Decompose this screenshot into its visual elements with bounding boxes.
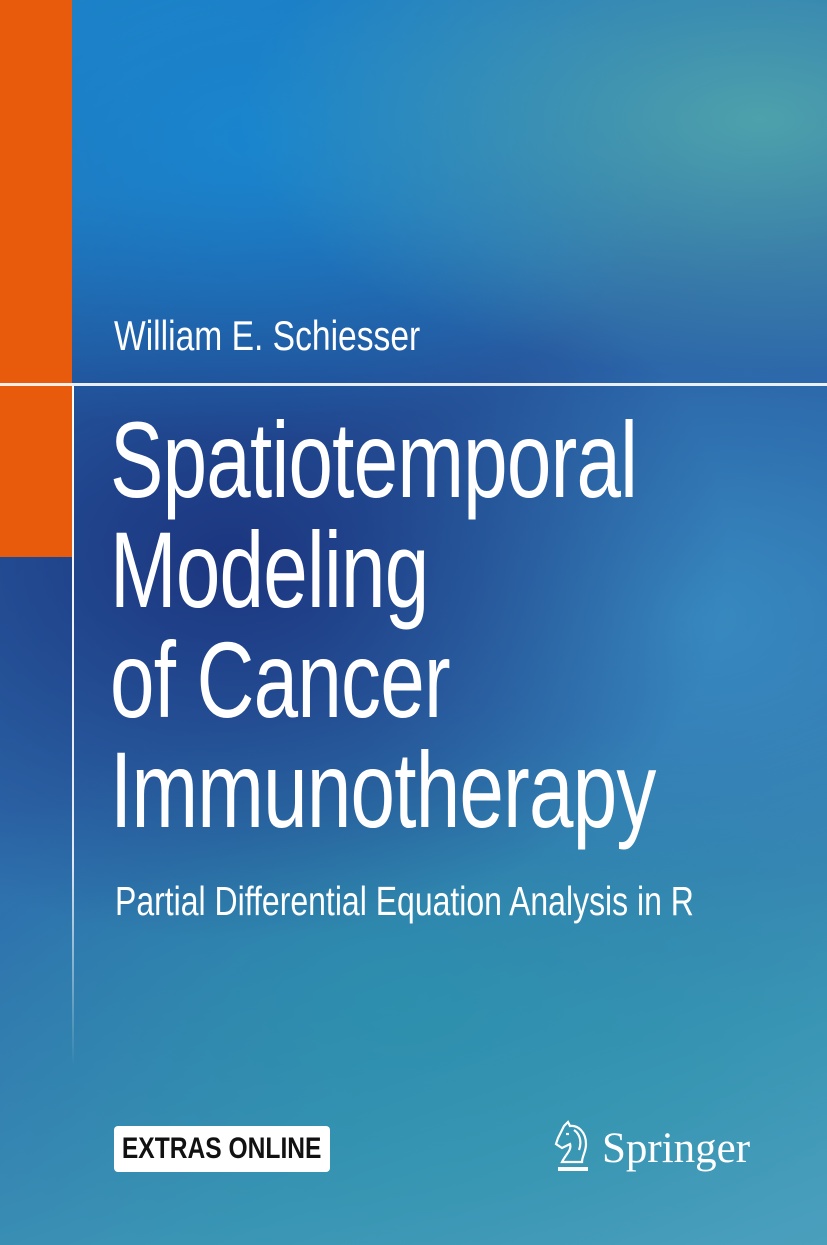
- publisher-name: Springer: [602, 1124, 751, 1172]
- badge-label: EXTRAS ONLINE: [122, 1132, 322, 1165]
- title-line: Immunotherapy: [110, 729, 656, 850]
- author-name: William E. Schiesser: [114, 312, 421, 359]
- book-title: Spatiotemporal Modeling of Cancer Immuno…: [110, 405, 827, 845]
- orange-accent-block: [0, 0, 72, 557]
- title-line: of Cancer: [110, 619, 451, 740]
- extras-online-badge: EXTRAS ONLINE: [114, 1126, 330, 1172]
- title-line: Modeling: [110, 509, 429, 630]
- horizontal-divider: [0, 383, 827, 386]
- book-subtitle: Partial Differential Equation Analysis i…: [115, 878, 694, 924]
- vertical-divider: [72, 386, 74, 1066]
- publisher-logo: Springer: [552, 1120, 750, 1176]
- title-line: Spatiotemporal: [110, 399, 638, 520]
- knight-horse-icon: [554, 1120, 588, 1171]
